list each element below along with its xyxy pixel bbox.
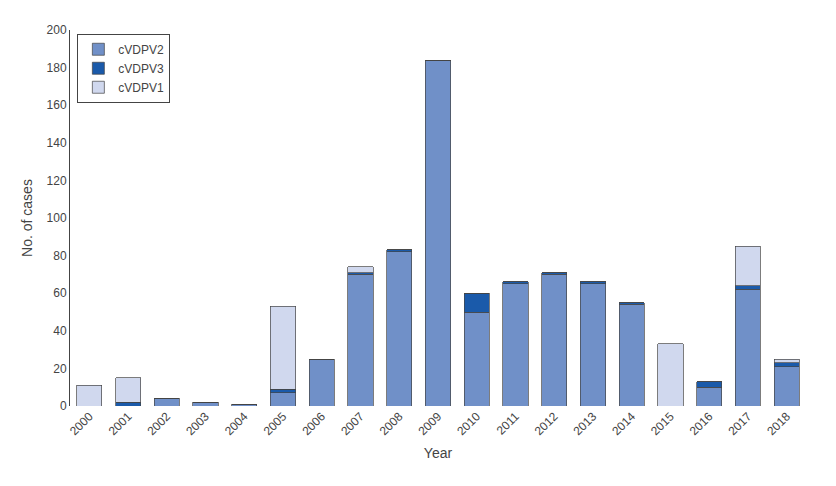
svg-text:2014: 2014 <box>609 409 638 438</box>
svg-text:0: 0 <box>60 399 67 413</box>
svg-text:2000: 2000 <box>67 409 96 438</box>
svg-text:2013: 2013 <box>571 409 600 438</box>
svg-text:2005: 2005 <box>261 409 290 438</box>
svg-text:40: 40 <box>53 324 67 338</box>
svg-text:2016: 2016 <box>687 409 716 438</box>
svg-text:2010: 2010 <box>454 409 483 438</box>
svg-text:2012: 2012 <box>532 409 561 438</box>
svg-text:80: 80 <box>53 249 67 263</box>
svg-text:cVDPV2: cVDPV2 <box>118 43 164 57</box>
svg-text:100: 100 <box>47 211 67 225</box>
svg-text:cVDPV1: cVDPV1 <box>118 81 164 95</box>
svg-text:2006: 2006 <box>299 409 328 438</box>
svg-text:2011: 2011 <box>494 409 522 437</box>
svg-text:140: 140 <box>47 136 67 150</box>
svg-text:2003: 2003 <box>183 409 212 438</box>
svg-text:2002: 2002 <box>144 409 173 438</box>
svg-text:2017: 2017 <box>725 409 754 438</box>
svg-text:2018: 2018 <box>764 409 793 438</box>
svg-text:60: 60 <box>53 286 67 300</box>
svg-text:Year: Year <box>424 445 453 461</box>
svg-text:cVDPV3: cVDPV3 <box>118 62 164 76</box>
svg-text:2009: 2009 <box>416 409 445 438</box>
svg-text:2007: 2007 <box>338 409 367 438</box>
svg-text:2001: 2001 <box>106 409 135 438</box>
svg-text:2008: 2008 <box>377 409 406 438</box>
svg-text:2004: 2004 <box>222 409 251 438</box>
svg-text:180: 180 <box>47 61 67 75</box>
svg-text:120: 120 <box>47 174 67 188</box>
svg-text:200: 200 <box>47 23 67 37</box>
svg-text:No. of cases: No. of cases <box>19 179 35 257</box>
svg-text:2015: 2015 <box>648 409 677 438</box>
svg-text:160: 160 <box>47 98 67 112</box>
svg-text:20: 20 <box>53 362 67 376</box>
